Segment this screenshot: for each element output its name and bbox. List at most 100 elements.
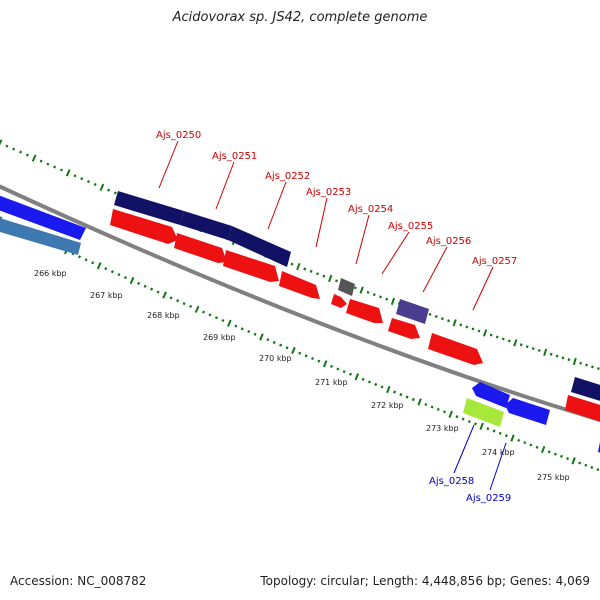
gene-feature-blue-3[interactable] [505, 398, 550, 425]
inner-ring-tick [436, 407, 440, 411]
inner-ring-tick [221, 318, 225, 323]
outer-ring-tick [501, 337, 505, 341]
outer-ring-tick [39, 159, 43, 163]
kbp-label-275: 275 kbp [537, 473, 570, 482]
inner-ring-tick [486, 427, 490, 431]
inner-ring-tick [208, 313, 212, 317]
outer-ring-tick [353, 286, 357, 290]
inner-ring-tick [266, 338, 270, 342]
outer-ring-tick [303, 267, 307, 271]
inner-ring-tick [386, 385, 391, 394]
gene-feature-lime[interactable] [463, 398, 504, 427]
inner-ring-tick [517, 438, 521, 442]
gene-feature-navy-2[interactable] [180, 211, 232, 240]
inner-ring-tick [162, 291, 167, 299]
outer-ring-tick [447, 319, 450, 323]
outer-ring-tick [366, 290, 370, 294]
callout-line-ajs0254 [355, 214, 370, 265]
inner-ring-tick [374, 382, 378, 387]
gene-feature-red-7[interactable] [388, 318, 420, 339]
callout-line-ajs0256 [422, 246, 448, 293]
outer-ring-tick [579, 361, 583, 365]
outer-ring-tick [513, 339, 518, 347]
inner-ring-tick [578, 461, 582, 465]
outer-ring-tick [507, 339, 511, 343]
inner-ring-tick [474, 422, 477, 426]
inner-ring-tick [448, 410, 453, 418]
gene-feature-navy-1[interactable] [114, 191, 184, 225]
inner-ring-tick [77, 255, 82, 259]
gene-label-ajs0257[interactable]: Ajs_0257 [472, 256, 517, 267]
gene-label-ajs0255[interactable]: Ajs_0255 [388, 221, 433, 232]
inner-ring-tick [361, 377, 365, 381]
kbp-label-274: 274 kbp [482, 448, 515, 457]
gene-feature-red-6[interactable] [346, 299, 383, 323]
inner-ring-tick [336, 367, 340, 371]
callout-line-ajs0251 [215, 161, 235, 210]
gene-feature-navy-right[interactable] [571, 377, 600, 404]
outer-ring-tick [477, 329, 481, 333]
inner-ring-tick [461, 417, 465, 421]
gene-feature-red-8[interactable] [428, 333, 483, 365]
gene-label-ajs0252[interactable]: Ajs_0252 [265, 171, 310, 182]
inner-ring-tick [559, 454, 563, 458]
inner-ring-tick [247, 329, 251, 334]
gene-feature-blue[interactable] [0, 192, 86, 240]
inner-ring-tick [272, 340, 276, 345]
gene-label-ajs0256[interactable]: Ajs_0256 [426, 236, 471, 247]
outer-ring-tick [359, 286, 364, 294]
outer-ring-tick [0, 139, 3, 146]
gene-label-ajs0250[interactable]: Ajs_0250 [156, 130, 201, 141]
gene-label-ajs0251[interactable]: Ajs_0251 [212, 151, 257, 162]
gene-label-ajs0253[interactable]: Ajs_0253 [306, 187, 351, 198]
inner-ring-tick [424, 402, 428, 407]
outer-ring-tick [555, 354, 559, 358]
outer-ring-tick [309, 269, 313, 273]
outer-ring-tick [65, 169, 71, 177]
inner-ring-tick [330, 364, 334, 368]
gene-label-ajs0254[interactable]: Ajs_0254 [348, 204, 393, 215]
callout-line-ajs0252 [267, 181, 287, 230]
inner-ring-tick [504, 434, 508, 438]
gene-label-ajs0259[interactable]: Ajs_0259 [466, 493, 511, 504]
outer-ring-tick [73, 174, 77, 178]
gene-feature-blue-2[interactable] [472, 382, 510, 408]
gene-feature-red-1[interactable] [110, 209, 178, 244]
outer-ring-tick [46, 162, 50, 166]
gene-feature-red-3[interactable] [223, 250, 279, 282]
outer-ring-tick [459, 323, 463, 327]
inner-ring-tick [540, 445, 546, 454]
inner-ring-tick [214, 316, 218, 320]
inner-ring-tick [367, 380, 371, 384]
kbp-label-272: 272 kbp [371, 401, 404, 410]
outer-ring-tick [99, 183, 105, 191]
gene-label-ajs0258[interactable]: Ajs_0258 [429, 476, 474, 487]
gene-feature-purple[interactable] [396, 299, 429, 324]
callout-line-ajs0253 [315, 197, 328, 248]
inner-ring-tick [169, 296, 173, 300]
inner-ring-tick [411, 397, 415, 402]
inner-ring-tick [234, 324, 238, 328]
inner-ring-tick [117, 273, 121, 277]
inner-ring-tick [0, 216, 3, 223]
gene-feature-red-right[interactable] [565, 395, 600, 425]
inner-ring-tick [479, 422, 484, 430]
gene-feature-steelblue[interactable] [0, 215, 81, 255]
kbp-label-269: 269 kbp [203, 333, 236, 342]
inner-ring-tick [227, 319, 232, 327]
callout-line-ajs0257 [472, 266, 494, 311]
gene-feature-navy-3[interactable] [228, 226, 291, 267]
inner-ring-tick [547, 450, 551, 454]
accession-text: Accession: NC_008782 [10, 574, 147, 588]
gene-feature-red-2[interactable] [174, 233, 227, 263]
gene-feature-red-4[interactable] [279, 271, 320, 299]
outer-ring-tick [525, 345, 529, 349]
gene-feature-red-5[interactable] [331, 294, 347, 308]
outer-ring-tick [428, 312, 432, 316]
inner-ring-tick [399, 392, 403, 397]
inner-ring-tick [304, 354, 308, 358]
inner-ring-tick [150, 287, 154, 291]
outer-ring-tick [440, 317, 444, 321]
gene-feature-gray[interactable] [338, 278, 355, 296]
map-title: Acidovorax sp. JS42, complete genome [172, 10, 428, 25]
